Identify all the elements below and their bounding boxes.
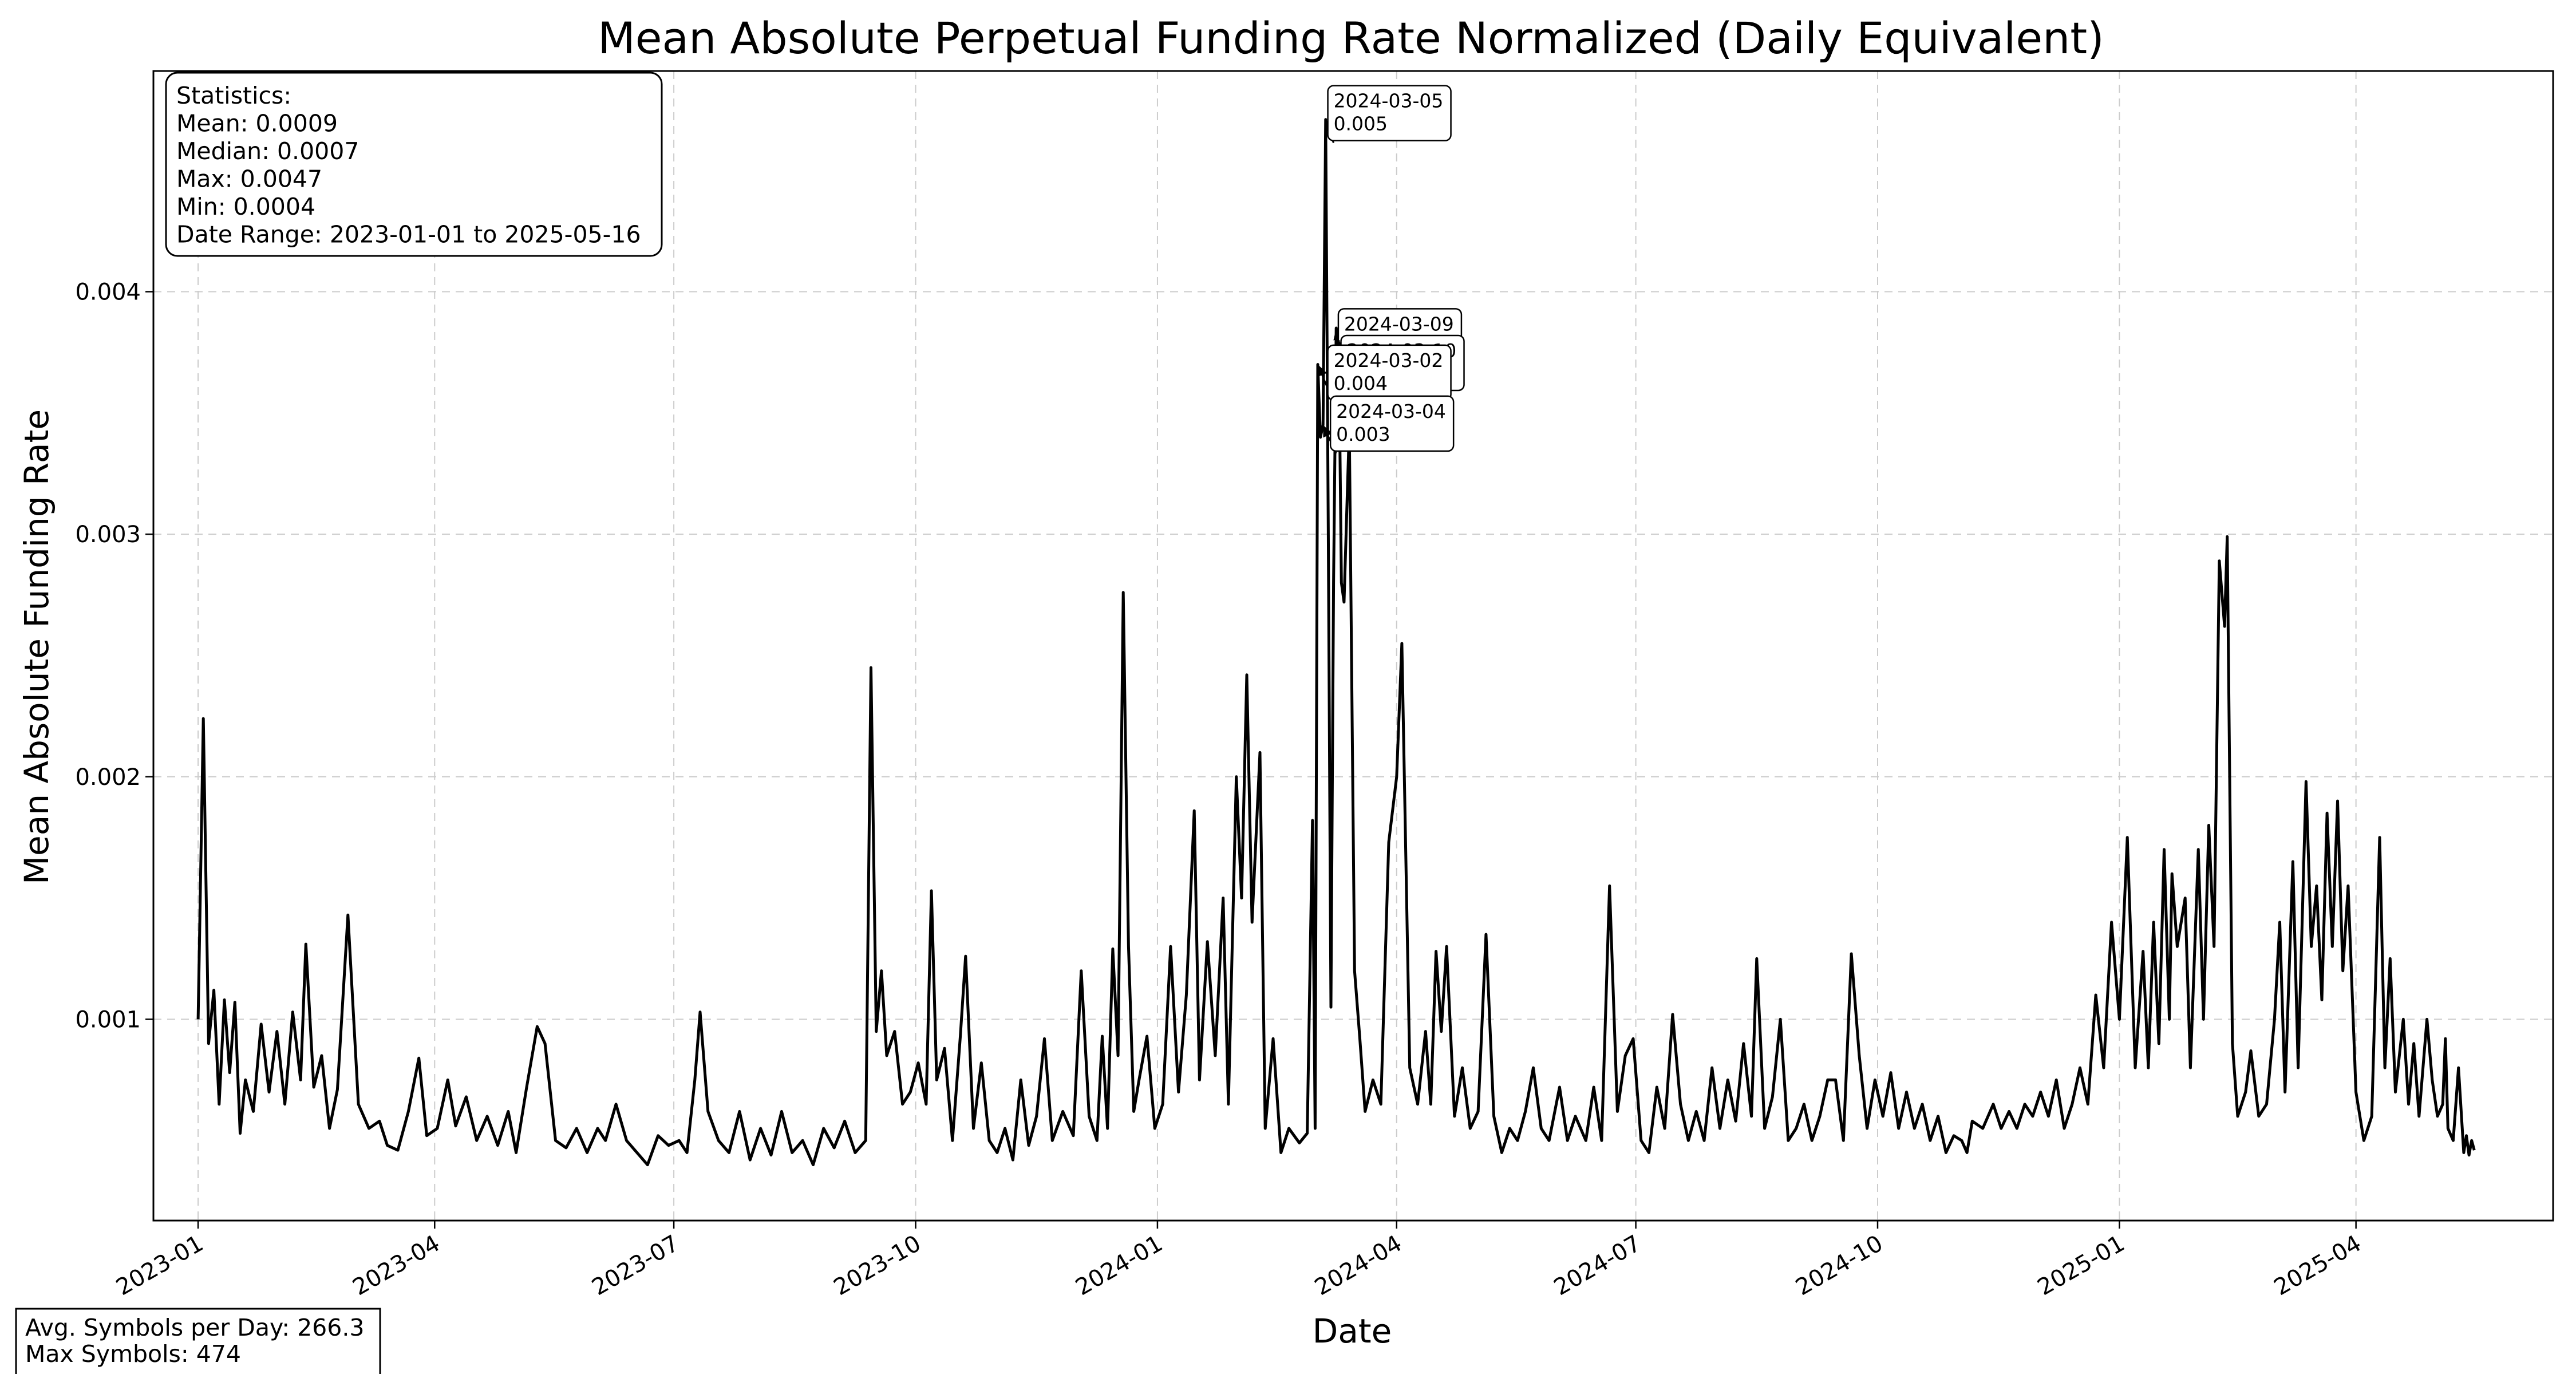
plot-frame (152, 70, 2554, 1222)
statistics-line: Date Range: 2023-01-01 to 2025-05-16 (176, 221, 641, 248)
series-line (196, 118, 2476, 1167)
annotation: 2024-03-020.004 (1317, 344, 1452, 403)
statistics-line: Max: 0.0047 (176, 165, 322, 193)
symbols-line: Avg. Symbols per Day: 266.3 (25, 1314, 364, 1341)
annotation-arrowhead (1317, 364, 1327, 377)
annotation: 2024-03-050.005 (1324, 85, 1452, 144)
annotation-value: 0.004 (1334, 372, 1388, 394)
annotation-date: 2024-03-05 (1334, 90, 1444, 112)
statistics-line: Statistics: (176, 82, 291, 109)
series-layer (196, 118, 2476, 1167)
symbols-box-frame (15, 1308, 381, 1374)
annotation-box (1329, 395, 1455, 452)
annotation-value: 0.003 (1336, 423, 1390, 445)
annotation-box (1327, 85, 1452, 141)
y-tick-label: 0.003 (75, 522, 141, 548)
y-tick-label: 0.002 (75, 764, 141, 791)
y-tick-label: 0.001 (75, 1006, 141, 1033)
y-axis: 0.001 0.002 0.003 0.004 (75, 279, 153, 1033)
symbols-line: Max Symbols: 474 (25, 1340, 241, 1368)
statistics-box-frame (165, 72, 663, 257)
annotation-date: 2024-03-02 (1334, 349, 1444, 372)
annotation-date: 2024-03-09 (1344, 313, 1454, 335)
statistics-line: Mean: 0.0009 (176, 110, 338, 137)
annotations: 2024-03-050.0052024-03-090.0042024-03-10… (1317, 85, 1465, 454)
statistics-line: Min: 0.0004 (176, 193, 315, 220)
annotation-arrowhead (1323, 425, 1333, 438)
annotation-value: 0.005 (1334, 113, 1388, 135)
x-axis-label: Date (1313, 1312, 1392, 1351)
statistics-line: Median: 0.0007 (176, 137, 359, 165)
annotation-date: 2024-03-04 (1336, 400, 1446, 423)
y-axis-label: Mean Absolute Funding Rate (17, 409, 56, 885)
y-tick-label: 0.004 (75, 279, 141, 306)
annotation: 2024-03-040.003 (1322, 395, 1455, 454)
chart-title: Mean Absolute Perpetual Funding Rate Nor… (598, 13, 2104, 64)
